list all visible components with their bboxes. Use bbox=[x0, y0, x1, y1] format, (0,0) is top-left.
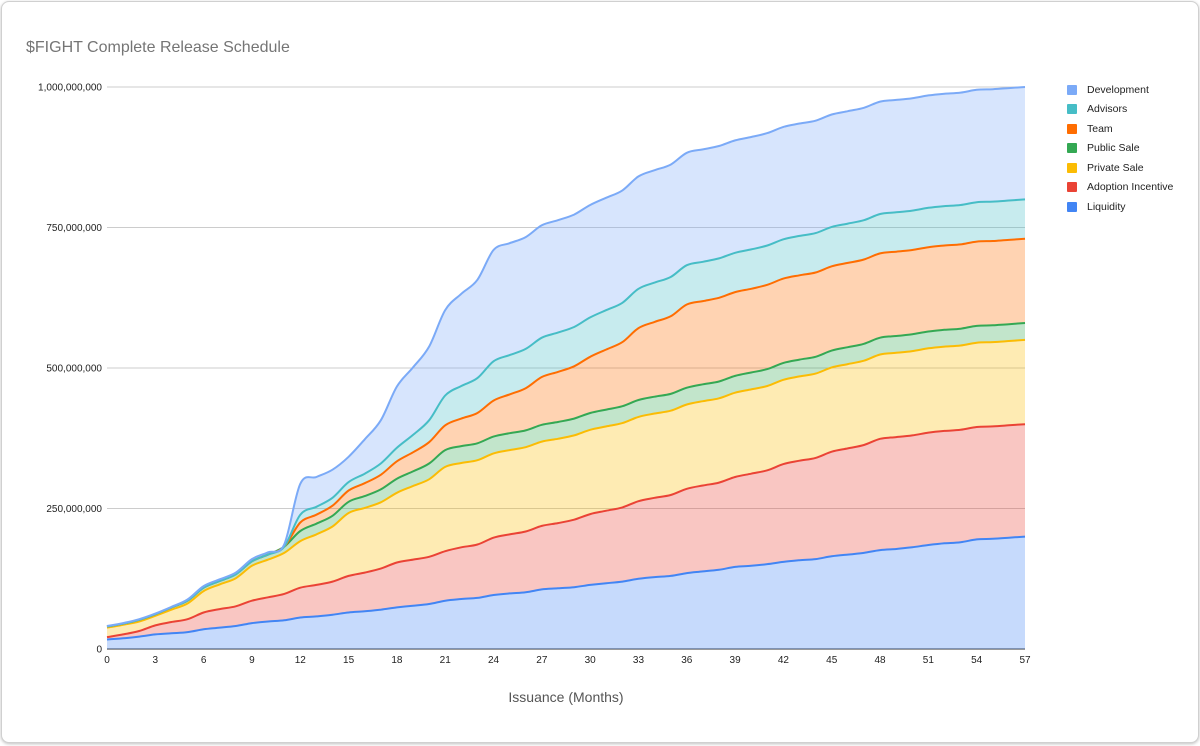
legend-item-public-sale[interactable]: Public Sale bbox=[1067, 139, 1173, 159]
legend-swatch bbox=[1067, 84, 1077, 95]
x-axis-ticks: 0 3 6 9 12 15 18 21 24 27 30 33 36 39 42 45 48 51 54 57 bbox=[104, 655, 1031, 666]
legend-swatch bbox=[1067, 123, 1077, 134]
area-private-sale bbox=[107, 339, 1025, 638]
x-tick-label: 33 bbox=[633, 655, 645, 666]
y-tick-label: 500,000,000 bbox=[46, 364, 102, 375]
area-team bbox=[107, 238, 1025, 627]
x-tick-label: 39 bbox=[730, 655, 742, 666]
legend-item-development[interactable]: Development bbox=[1067, 80, 1173, 100]
x-tick-label: 30 bbox=[585, 655, 597, 666]
area-liquidity bbox=[107, 536, 1025, 649]
line-liquidity[interactable] bbox=[106, 535, 1026, 641]
legend-swatch bbox=[1067, 104, 1077, 115]
x-tick-label: 6 bbox=[201, 655, 207, 666]
legend-label: Advisors bbox=[1087, 103, 1128, 116]
area-development bbox=[107, 87, 1025, 627]
x-tick-label: 15 bbox=[343, 655, 355, 666]
x-tick-label: 27 bbox=[536, 655, 548, 666]
x-tick-label: 42 bbox=[778, 655, 790, 666]
x-tick-label: 9 bbox=[249, 655, 255, 666]
series-lines bbox=[106, 86, 1026, 641]
x-tick-label: 36 bbox=[681, 655, 693, 666]
legend-item-advisors[interactable]: Advisors bbox=[1067, 100, 1173, 120]
legend: Development Advisors Team Public Sale Pr… bbox=[1067, 80, 1173, 217]
x-tick-label: 45 bbox=[826, 655, 838, 666]
legend-label: Team bbox=[1087, 122, 1113, 135]
y-tick-label: 0 bbox=[96, 645, 102, 656]
legend-item-team[interactable]: Team bbox=[1067, 119, 1173, 139]
y-tick-label: 1,000,000,000 bbox=[38, 83, 102, 94]
line-development[interactable] bbox=[106, 86, 1026, 627]
legend-swatch bbox=[1067, 201, 1077, 212]
area-adoption-incentive bbox=[107, 424, 1025, 640]
legend-label: Public Sale bbox=[1087, 142, 1140, 155]
series-areas bbox=[107, 87, 1025, 649]
x-tick-label: 18 bbox=[391, 655, 403, 666]
legend-swatch bbox=[1067, 182, 1077, 193]
legend-label: Liquidity bbox=[1087, 200, 1126, 213]
legend-swatch bbox=[1067, 162, 1077, 173]
x-tick-label: 0 bbox=[104, 655, 110, 666]
line-advisors[interactable] bbox=[106, 198, 1026, 628]
legend-label: Private Sale bbox=[1087, 161, 1144, 174]
x-tick-label: 21 bbox=[440, 655, 452, 666]
legend-item-private-sale[interactable]: Private Sale bbox=[1067, 158, 1173, 178]
line-adoption-incentive[interactable] bbox=[106, 423, 1026, 639]
x-axis-label: Issuance (Months) bbox=[508, 689, 623, 705]
line-private-sale[interactable] bbox=[106, 338, 1026, 629]
y-axis-ticks: 0 250,000,000 500,000,000 750,000,000 1,000,… bbox=[38, 83, 102, 656]
x-tick-label: 24 bbox=[488, 655, 500, 666]
x-tick-label: 57 bbox=[1019, 655, 1031, 666]
x-tick-label: 51 bbox=[923, 655, 935, 666]
x-tick-label: 48 bbox=[874, 655, 886, 666]
x-tick-label: 3 bbox=[153, 655, 159, 666]
area-advisors bbox=[107, 199, 1025, 627]
x-tick-label: 54 bbox=[971, 655, 983, 666]
x-tick-label: 12 bbox=[295, 655, 307, 666]
legend-swatch bbox=[1067, 143, 1077, 154]
chart-title: $FIGHT Complete Release Schedule bbox=[26, 39, 290, 56]
legend-label: Development bbox=[1087, 83, 1149, 96]
legend-item-liquidity[interactable]: Liquidity bbox=[1067, 197, 1173, 217]
legend-item-adoption-incentive[interactable]: Adoption Incentive bbox=[1067, 178, 1173, 198]
gridlines bbox=[107, 86, 1025, 650]
legend-label: Adoption Incentive bbox=[1087, 181, 1174, 194]
y-tick-label: 750,000,000 bbox=[46, 223, 102, 234]
y-tick-label: 250,000,000 bbox=[46, 504, 102, 515]
